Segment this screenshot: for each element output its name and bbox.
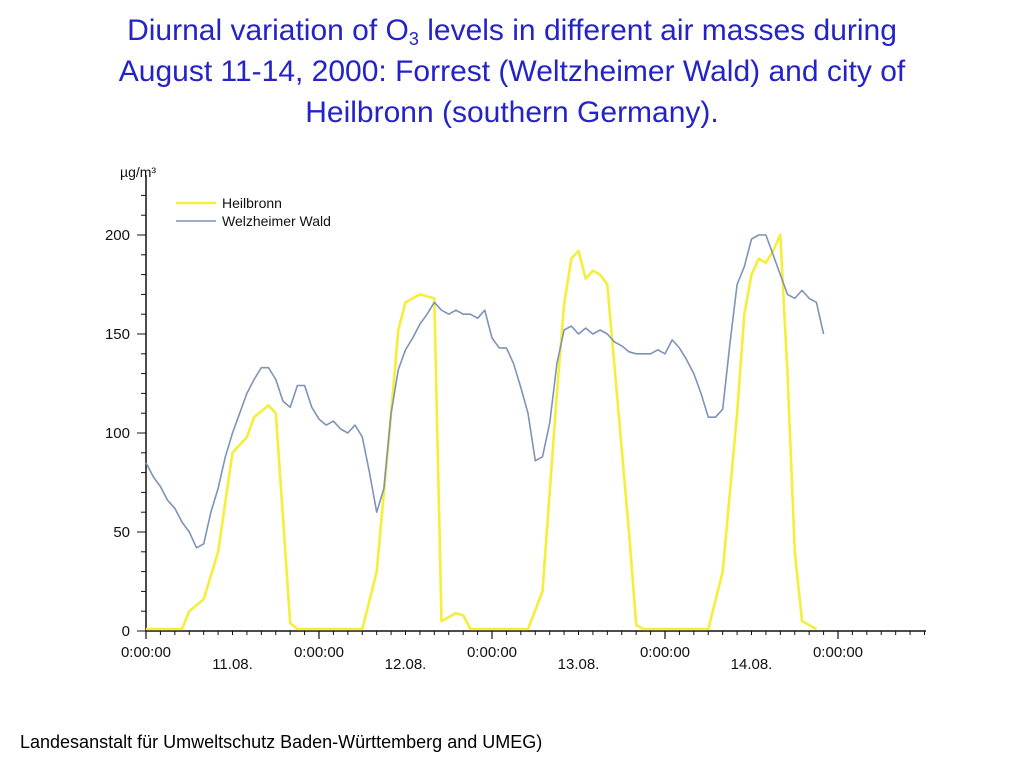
legend-label-welzheimer-wald: Welzheimer Wald (222, 213, 331, 229)
x-tick-label: 0:00:00 (467, 644, 517, 661)
series-line-welzheimer-wald (145, 234, 825, 549)
x-tick-label: 0:00:00 (813, 644, 863, 661)
title-subscript: 3 (408, 29, 419, 49)
x-tick-label: 0:00:00 (121, 644, 171, 661)
x-tick-label: 0:00:00 (294, 644, 344, 661)
y-axis-unit-label: µg/m³ (120, 164, 156, 180)
chart-legend: Heilbronn Welzheimer Wald (176, 195, 331, 229)
y-tick-label: 100 (105, 425, 130, 442)
y-tick-label: 200 (105, 227, 130, 244)
ozone-line-chart: Heilbronn Welzheimer Wald µg/m³ 0 50 100 150 2… (105, 164, 926, 673)
x-date-label: 13.08. (558, 656, 600, 673)
title-text-pre: Diurnal variation of O (127, 14, 409, 47)
y-tick-label: 0 (122, 623, 130, 640)
x-date-label: 12.08. (385, 656, 427, 673)
legend-label-heilbronn: Heilbronn (222, 195, 282, 211)
chart-labels: µg/m³ 0 50 100 150 200 0:00:00 0:00:00 0:00:00 0:… (105, 164, 863, 673)
title-line-3: Heilbronn (southern Germany). (305, 96, 719, 129)
title-line-2: August 11-14, 2000: Forrest (Weltzheimer… (118, 55, 906, 88)
x-date-label: 11.08. (212, 656, 253, 673)
slide-title: Diurnal variation of O3 levels in differ… (0, 10, 1024, 133)
x-tick-label: 0:00:00 (640, 644, 690, 661)
chart-series (145, 233, 825, 631)
series-line-heilbronn (146, 233, 818, 631)
source-note: Landesanstalt für Umweltschutz Baden-Wür… (20, 732, 543, 752)
y-tick-label: 50 (113, 524, 130, 541)
y-tick-label: 150 (105, 326, 130, 343)
x-date-label: 14.08. (731, 656, 773, 673)
chart-axes (137, 175, 926, 639)
title-line-1: Diurnal variation of O3 levels in differ… (0, 10, 1024, 51)
title-text-post: levels in different air masses during (418, 14, 897, 47)
